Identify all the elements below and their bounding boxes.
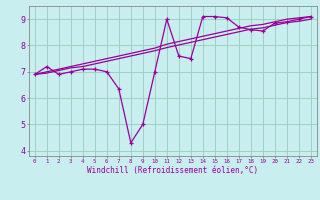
X-axis label: Windchill (Refroidissement éolien,°C): Windchill (Refroidissement éolien,°C): [87, 166, 258, 175]
